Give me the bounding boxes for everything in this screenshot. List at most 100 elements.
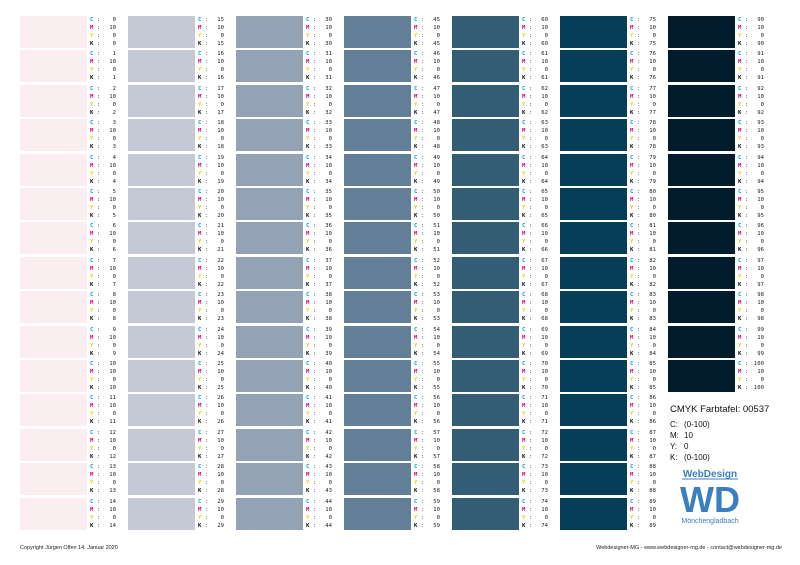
cmyk-key: C (414, 85, 418, 92)
cmyk-sep: : (97, 120, 101, 127)
cmyk-line-y: Y:0 (522, 273, 558, 281)
cmyk-key: K (630, 75, 634, 82)
cmyk-value: 41 (325, 395, 332, 402)
cmyk-key: M (198, 128, 202, 135)
cmyk-value: 22 (217, 257, 224, 264)
cmyk-key: Y (90, 514, 94, 521)
cmyk-key: C (306, 464, 310, 471)
cmyk-line-y: Y:0 (90, 445, 126, 453)
cmyk-line-k: K:91 (738, 74, 774, 82)
cmyk-value: 96 (757, 247, 764, 254)
cmyk-value: 10 (325, 403, 332, 410)
color-swatch (344, 360, 411, 392)
cmyk-key: M (630, 162, 634, 169)
cmyk-line-c: C:68 (522, 291, 558, 299)
cmyk-line-m: M:10 (198, 127, 234, 135)
cmyk-key: K (414, 109, 418, 116)
cmyk-key: K (414, 213, 418, 219)
cmyk-sep: : (205, 522, 209, 529)
cmyk-value: 10 (217, 472, 224, 479)
cmyk-line-y: Y:0 (414, 32, 450, 40)
cmyk-sep: : (205, 361, 209, 367)
cmyk-key: C (306, 292, 310, 299)
cmyk-value: 85 (649, 385, 656, 391)
cmyk-line-k: K:76 (630, 74, 666, 82)
cmyk-label: C:39 M:10 Y:0 K:39 (306, 326, 342, 358)
cmyk-key: C (522, 51, 526, 58)
cmyk-key: M (738, 334, 742, 341)
cmyk-sep: : (421, 101, 425, 108)
cmyk-line-k: K:68 (522, 315, 558, 323)
cmyk-line-y: Y:0 (630, 32, 666, 40)
cmyk-key: K (90, 178, 94, 185)
color-swatch-cell: C:29 M:10 Y:0 K:29 (128, 497, 234, 530)
cmyk-key: Y (90, 308, 94, 315)
cmyk-key: C (198, 85, 202, 92)
cmyk-key: Y (198, 205, 202, 211)
cmyk-line-k: K:66 (522, 246, 558, 254)
cmyk-line-k: K:82 (630, 281, 666, 289)
cmyk-line-k: K:25 (198, 384, 234, 392)
cmyk-value: 32 (325, 109, 332, 116)
cmyk-key: Y (198, 480, 202, 487)
cmyk-value: 86 (649, 395, 656, 402)
cmyk-line-m: M:10 (306, 299, 342, 307)
cmyk-value: 0 (652, 445, 656, 452)
cmyk-label: C:34 M:10 Y:0 K:34 (306, 154, 342, 186)
color-swatch-cell: C:79 M:10 Y:0 K:79 (560, 153, 666, 186)
cmyk-sep: : (421, 361, 425, 367)
cmyk-value: 28 (217, 488, 224, 495)
cmyk-sep: : (529, 437, 533, 444)
color-swatch-cell: C:24 M:10 Y:0 K:24 (128, 325, 234, 358)
cmyk-value: 75 (649, 41, 656, 47)
cmyk-value: 97 (757, 281, 764, 288)
cmyk-line-c: C:98 (738, 291, 774, 299)
cmyk-value: 3 (112, 144, 116, 151)
cmyk-key: K (414, 247, 418, 254)
cmyk-sep: : (745, 189, 749, 195)
cmyk-sep: : (637, 59, 641, 66)
cmyk-key: Y (90, 342, 94, 349)
cmyk-key: K (522, 109, 526, 116)
cmyk-sep: : (313, 67, 317, 74)
cmyk-key: M (306, 197, 310, 203)
color-swatch-cell: C:80 M:10 Y:0 K:80 (560, 188, 666, 220)
color-swatch-cell: C:7 M:10 Y:0 K:7 (20, 256, 126, 289)
cmyk-key: M (738, 25, 742, 31)
cmyk-line-k: K:54 (414, 350, 450, 358)
color-swatch-cell: C:18 M:10 Y:0 K:18 (128, 119, 234, 152)
cmyk-sep: : (97, 429, 101, 436)
cmyk-value: 10 (541, 334, 548, 341)
cmyk-line-c: C:31 (306, 50, 342, 58)
cmyk-value: 10 (649, 472, 656, 479)
cmyk-value: 87 (649, 453, 656, 460)
color-swatch (668, 84, 735, 117)
cmyk-key: M (306, 334, 310, 341)
cmyk-line-k: K:30 (306, 40, 342, 48)
cmyk-key: K (90, 281, 94, 288)
cmyk-sep: : (313, 488, 317, 495)
cmyk-sep: : (421, 308, 425, 315)
cmyk-sep: : (637, 403, 641, 410)
cmyk-label: C:38 M:10 Y:0 K:38 (306, 291, 342, 323)
cmyk-value: 42 (325, 453, 332, 460)
cmyk-value: 0 (436, 411, 440, 418)
cmyk-key: Y (630, 411, 634, 418)
cmyk-value: 10 (757, 197, 764, 203)
cmyk-sep: : (421, 350, 425, 357)
color-swatch (668, 291, 735, 324)
cmyk-label: C:33 M:10 Y:0 K:33 (306, 119, 342, 151)
cmyk-sep: : (313, 361, 317, 367)
cmyk-line-k: K:98 (738, 315, 774, 323)
cmyk-value: 0 (544, 67, 548, 74)
cmyk-line-k: K:39 (306, 350, 342, 358)
color-swatch-grid: C:0 M:10 Y:0 K:0 C:1 M:10 Y:0 K:1 C:2 M:10 Y:0 K:2 C… (20, 16, 774, 530)
cmyk-label: C:61 M:10 Y:0 K:61 (522, 50, 558, 82)
cmyk-sep: : (745, 257, 749, 264)
cmyk-value: 19 (217, 178, 224, 185)
cmyk-key: Y (306, 136, 310, 143)
color-swatch (452, 188, 519, 220)
cmyk-line-y: Y:0 (90, 479, 126, 487)
cmyk-key: C (306, 51, 310, 58)
cmyk-sep: : (637, 292, 641, 299)
